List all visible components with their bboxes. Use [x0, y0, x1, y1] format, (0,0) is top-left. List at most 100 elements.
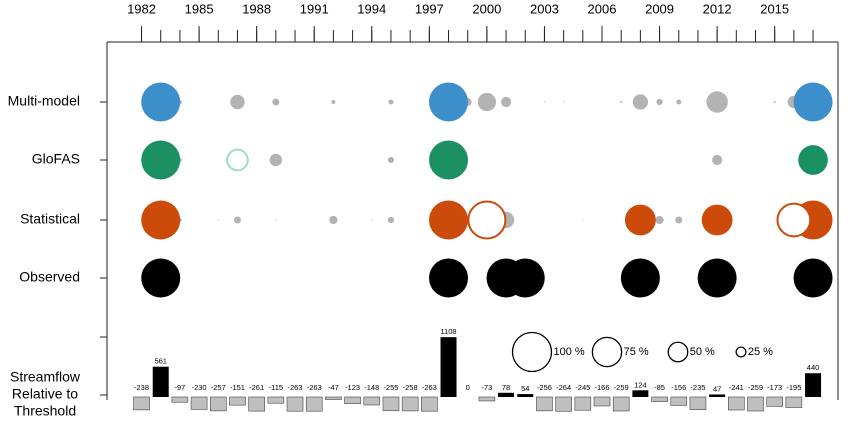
bubble [620, 258, 660, 298]
x-tick-label: 1988 [242, 1, 271, 16]
bar [267, 396, 285, 404]
bar-axis-label: Streamflow [10, 369, 81, 385]
bar [536, 396, 553, 412]
x-tick-label: 2015 [760, 1, 789, 16]
bar [229, 396, 246, 406]
bar-label: -166 [595, 383, 610, 392]
bar-label: -156 [671, 383, 686, 392]
bar [171, 396, 189, 403]
bar [670, 396, 688, 406]
bubble [233, 216, 241, 224]
bubble [141, 82, 181, 122]
bubble [712, 154, 723, 166]
bar-label: -259 [748, 383, 763, 392]
bubble [675, 216, 683, 224]
bar-label: 1108 [440, 327, 456, 336]
bubble [505, 258, 545, 298]
bubble [230, 94, 245, 110]
bar-axis-label: Relative to [12, 386, 78, 402]
x-tick-label: 2003 [530, 1, 559, 16]
row-label: GloFAS [32, 151, 80, 167]
legend-size [511, 331, 553, 373]
bubble [655, 215, 664, 225]
bubble [543, 101, 546, 103]
bar-label: -97 [174, 383, 185, 392]
bubble [793, 82, 833, 122]
bar [747, 396, 764, 412]
bar-label: -238 [134, 383, 149, 392]
x-tick-label: 2006 [588, 1, 617, 16]
row-label: Observed [19, 269, 80, 285]
bubble [776, 202, 812, 238]
bar-label: 78 [502, 383, 510, 392]
legend-label: 75 % [624, 346, 649, 358]
bar-label: -195 [786, 383, 801, 392]
bar-label: -263 [288, 383, 303, 392]
x-tick-label: 1991 [300, 1, 329, 16]
bar-label: -73 [481, 383, 492, 392]
bar [766, 396, 783, 407]
bar-label: 47 [713, 384, 721, 393]
bubble [141, 258, 181, 298]
bar-label: -264 [556, 383, 571, 392]
bar [382, 396, 400, 412]
bar [209, 396, 227, 412]
x-tick-label: 2009 [645, 1, 674, 16]
bubble [371, 219, 373, 221]
bar [709, 394, 726, 397]
bar [593, 396, 611, 407]
bubble [429, 140, 469, 180]
bar [440, 337, 457, 397]
bar-label: -259 [614, 383, 629, 392]
bar [152, 366, 169, 397]
bar-label: -151 [230, 383, 245, 392]
bar-axis-label: Threshold [14, 403, 76, 419]
legend-label: 25 % [748, 346, 773, 358]
legend-label: 50 % [690, 346, 715, 358]
bar [498, 392, 515, 397]
bar-label: -245 [575, 383, 590, 392]
bubble [706, 91, 728, 113]
bar [478, 396, 496, 402]
x-tick-label: 1994 [357, 1, 386, 16]
bar-label: -256 [537, 383, 552, 392]
bubble [141, 200, 181, 240]
bar-label: -241 [729, 383, 744, 392]
bar-label: 124 [634, 380, 647, 389]
bubble [632, 94, 648, 110]
bar-label: -115 [269, 383, 283, 392]
bar [325, 396, 342, 400]
bar-label: 54 [521, 384, 529, 393]
bar-label: 561 [154, 357, 167, 366]
x-tick-label: 1982 [127, 1, 156, 16]
bar [401, 396, 419, 412]
bubble [620, 101, 623, 103]
bar [632, 390, 649, 397]
bubble [429, 82, 469, 122]
bubble [624, 204, 656, 236]
bubble [773, 101, 776, 103]
bubble [429, 258, 469, 298]
bar-label: -123 [345, 383, 360, 392]
bar-label: -257 [211, 383, 226, 392]
bubble [701, 204, 733, 236]
bar-label: -255 [383, 383, 398, 392]
bubble [429, 200, 469, 240]
bar [363, 396, 381, 406]
bubble [467, 200, 507, 240]
bar-label: -148 [364, 383, 379, 392]
bubble [697, 258, 737, 298]
bar-label: -230 [192, 383, 207, 392]
bar-label: -263 [307, 383, 322, 392]
x-tick-label: 2012 [703, 1, 732, 16]
bar-label: -85 [654, 383, 665, 392]
bar-label: 440 [807, 363, 820, 372]
x-tick-label: 1985 [185, 1, 214, 16]
bar [574, 396, 592, 411]
bar-label: -173 [767, 383, 782, 392]
bar [190, 396, 208, 410]
bar-label: -263 [422, 383, 437, 392]
bar [305, 396, 323, 412]
bubble [793, 258, 833, 298]
bar-label: -47 [328, 383, 339, 392]
